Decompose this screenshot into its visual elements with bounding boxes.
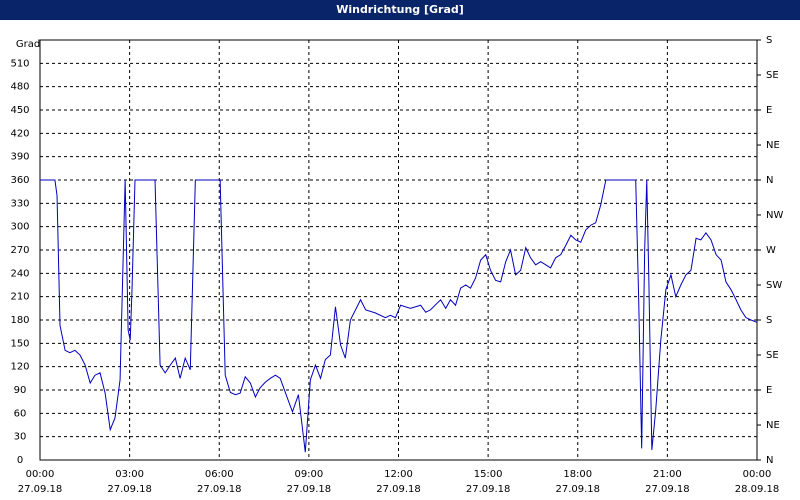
y-tick-label: 240: [10, 268, 29, 279]
x-tick-date: 27.09.18: [197, 484, 242, 495]
y2-tick-label: W: [766, 245, 776, 256]
y-tick-label: 360: [10, 175, 29, 186]
y-tick-label: 300: [10, 222, 29, 233]
x-tick-label: 06:00: [205, 469, 234, 480]
x-tick-date: 27.09.18: [376, 484, 421, 495]
y2-tick-label: E: [766, 105, 772, 116]
y2-tick-label: NW: [766, 210, 783, 221]
y-tick-label: 30: [14, 432, 27, 443]
title-bar: [0, 0, 800, 20]
x-tick-label: 15:00: [474, 469, 503, 480]
x-tick-label: 09:00: [294, 469, 323, 480]
y2-tick-label: SW: [766, 280, 782, 291]
y-tick-label: 480: [10, 82, 29, 93]
plot-border: [39, 39, 758, 461]
x-tick-label: 12:00: [384, 469, 413, 480]
y-axis-label: Grad: [16, 39, 40, 50]
x-tick-date: 28.09.18: [735, 484, 780, 495]
y-tick-label: 210: [10, 292, 29, 303]
x-tick-label: 21:00: [653, 469, 682, 480]
chart-title: Windrichtung [Grad]: [336, 3, 464, 16]
x-tick-label: 03:00: [115, 469, 144, 480]
x-tick-date: 27.09.18: [555, 484, 600, 495]
y2-tick-label: E: [766, 385, 772, 396]
data-line: [40, 179, 758, 453]
y-tick-label: 150: [10, 338, 29, 349]
y-tick-label: 90: [14, 385, 27, 396]
y-tick-label: 270: [10, 245, 29, 256]
y-tick-label: 0: [17, 455, 23, 466]
y-tick-label: 60: [14, 408, 27, 419]
y2-tick-label: N: [766, 455, 773, 466]
x-tick-date: 27.09.18: [287, 484, 332, 495]
y-tick-label: 120: [10, 362, 29, 373]
y2-tick-label: S: [766, 35, 772, 46]
y-tick-label: 450: [10, 105, 29, 116]
x-tick-date: 27.09.18: [18, 484, 63, 495]
y2-tick-label: N: [766, 175, 773, 186]
y-tick-label: 510: [10, 58, 29, 69]
y-tick-label: 390: [10, 152, 29, 163]
y-tick-label: 420: [10, 128, 29, 139]
y-tick-label: 330: [10, 198, 29, 209]
y2-tick-label: NE: [766, 140, 780, 151]
y2-tick-label: SE: [766, 350, 779, 361]
x-tick-label: 18:00: [563, 469, 592, 480]
x-tick-date: 27.09.18: [466, 484, 511, 495]
x-tick-date: 27.09.18: [107, 484, 152, 495]
x-tick-date: 27.09.18: [645, 484, 690, 495]
x-tick-label: 00:00: [743, 469, 772, 480]
x-tick-label: 00:00: [26, 469, 55, 480]
y-tick-label: 180: [10, 315, 29, 326]
y2-tick-label: NE: [766, 420, 780, 431]
y2-tick-label: S: [766, 315, 772, 326]
y2-tick-label: SE: [766, 70, 779, 81]
